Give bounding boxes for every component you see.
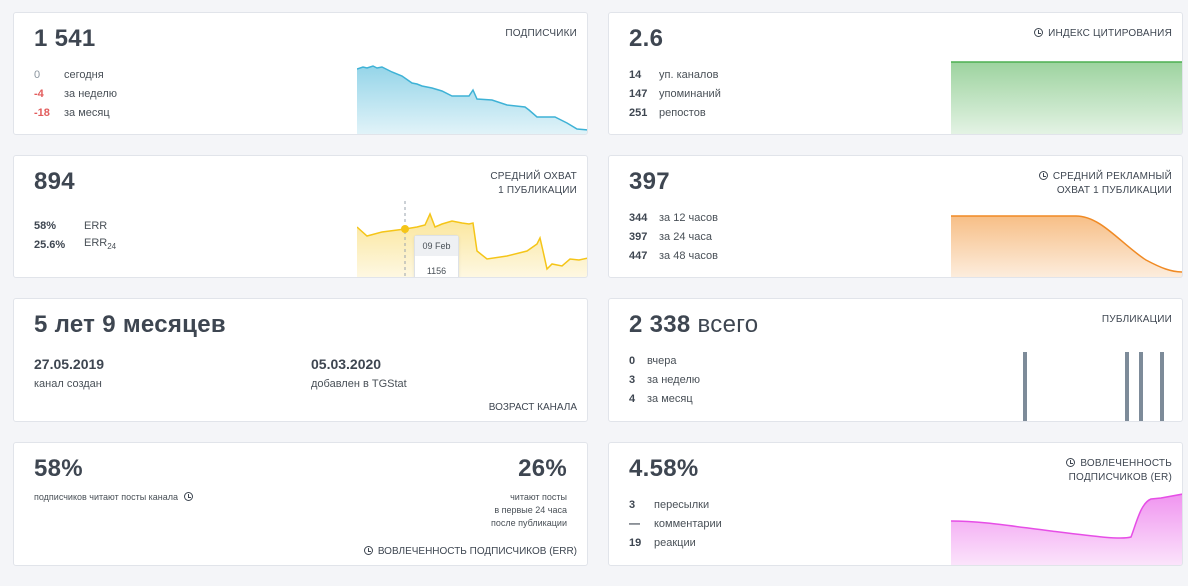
citation-label: ИНДЕКС ЦИТИРОВАНИЯ	[1034, 27, 1172, 41]
subscribers-count: 1 541	[34, 25, 96, 52]
citation-area	[951, 62, 1182, 134]
ad-reach-chart[interactable]	[951, 214, 1183, 278]
stat-err24: 25.6% ERR24	[34, 237, 117, 252]
er-stats: 3 пересылки — комментарии 19 реакции	[629, 495, 722, 552]
posts-card[interactable]: 2 338 всего ПУБЛИКАЦИИ 0 вчера 3 за неделю…	[608, 298, 1183, 422]
posts-bar	[1023, 352, 1027, 421]
reach-value: 894	[34, 168, 75, 195]
posts-bar	[1125, 352, 1129, 421]
tooltip-date: 09 Feb	[415, 236, 458, 256]
stat-12h: 344 за 12 часов	[629, 211, 718, 224]
added-date: 05.03.2020	[311, 356, 382, 372]
reach-label: СРЕДНИЙ ОХВАТ 1 ПУБЛИКАЦИИ	[490, 171, 577, 196]
citation-card[interactable]: 2.6 ИНДЕКС ЦИТИРОВАНИЯ 14 уп. каналов 147…	[608, 12, 1183, 135]
ad-reach-label: СРЕДНИЙ РЕКЛАМНЫЙ ОХВАТ 1 ПУБЛИКАЦИИ	[1038, 170, 1172, 198]
created-caption: канал создан	[34, 378, 102, 390]
er-area	[951, 494, 1182, 565]
reach-chart[interactable]	[357, 201, 588, 278]
stat-month: -18 за месяц	[34, 106, 110, 119]
err-label: ВОВЛЕЧЕННОСТЬ ПОДПИСЧИКОВ (ERR)	[363, 546, 577, 557]
ad-reach-stats: 344 за 12 часов 397 за 24 часа 447 за 48 ча…	[629, 208, 718, 265]
stat-reposts: 251 репостов	[629, 106, 706, 119]
subscribers-label: ПОДПИСЧИКИ	[505, 28, 577, 39]
subscribers-chart[interactable]	[357, 63, 588, 135]
clock-icon	[1034, 28, 1044, 37]
posts-count: 2 338 всего	[629, 311, 759, 338]
stat-48h: 447 за 48 часов	[629, 249, 718, 262]
subscribers-line	[357, 65, 587, 131]
stat-week: -4 за неделю	[34, 87, 118, 100]
err-left-value: 58%	[34, 455, 83, 482]
er-value: 4.58%	[629, 455, 699, 482]
posts-bar	[1160, 352, 1164, 421]
stat-forwards: 3 пересылки	[629, 498, 710, 511]
stat-reactions: 19 реакции	[629, 536, 696, 549]
stat-mentions: 147 упоминаний	[629, 87, 721, 100]
stat-yesterday: 0 вчера	[629, 354, 677, 367]
citation-index: 2.6	[629, 25, 664, 52]
chart-tooltip: 09 Feb 1156	[414, 235, 459, 277]
ad-reach-line	[951, 215, 1182, 273]
tooltip-value: 1156	[426, 266, 447, 276]
reach-line	[357, 212, 587, 271]
stat-comments: — комментарии	[629, 517, 722, 530]
stat-err: 58% ERR	[34, 219, 108, 232]
posts-chart[interactable]	[957, 349, 1182, 422]
clock-icon	[363, 546, 373, 555]
subscribers-card[interactable]: 1 541 ПОДПИСЧИКИ 0 сегодня -4 за неделю -1…	[13, 12, 588, 135]
er-chart[interactable]	[951, 491, 1183, 566]
citation-chart[interactable]	[951, 61, 1183, 135]
hover-point	[401, 225, 409, 233]
ad-reach-area	[951, 216, 1182, 277]
subscribers-stats: 0 сегодня -4 за неделю -18 за месяц	[34, 65, 117, 122]
er-line	[951, 493, 1182, 539]
age-card[interactable]: 5 лет 9 месяцев 27.05.2019 канал создан …	[13, 298, 588, 422]
er-card[interactable]: 4.58% ВОВЛЕЧЕННОСТЬ ПОДПИСЧИКОВ (ER) 3 пер…	[608, 442, 1183, 566]
reach-stats: 58% ERR 25.6% ERR24	[34, 216, 116, 254]
created-date: 27.05.2019	[34, 356, 105, 372]
stat-posts-month: 4 за месяц	[629, 392, 693, 405]
posts-label: ПУБЛИКАЦИИ	[1101, 314, 1172, 325]
err-right-caption: читают посты в первые 24 часа после публик…	[491, 492, 567, 528]
clock-icon	[1066, 458, 1076, 467]
ad-reach-card[interactable]: 397 СРЕДНИЙ РЕКЛАМНЫЙ ОХВАТ 1 ПУБЛИКАЦИИ …	[608, 155, 1183, 278]
age-value: 5 лет 9 месяцев	[34, 311, 226, 338]
subscribers-area	[357, 66, 587, 134]
info-icon[interactable]	[183, 492, 193, 501]
reach-card[interactable]: 894 СРЕДНИЙ ОХВАТ 1 ПУБЛИКАЦИИ 58% ERR 25.…	[13, 155, 588, 278]
age-label: ВОЗРАСТ КАНАЛА	[488, 402, 577, 413]
er-label: ВОВЛЕЧЕННОСТЬ ПОДПИСЧИКОВ (ER)	[1066, 457, 1172, 485]
err-right-value: 26%	[518, 455, 567, 482]
ad-reach-value: 397	[629, 168, 670, 195]
err-card[interactable]: 58% подписчиков читают посты канала 26% …	[13, 442, 588, 566]
posts-bar	[1139, 352, 1143, 421]
added-caption: добавлен в TGStat	[311, 378, 407, 390]
clock-icon	[1038, 171, 1048, 180]
stat-posts-week: 3 за неделю	[629, 373, 701, 386]
posts-stats: 0 вчера 3 за неделю 4 за месяц	[629, 351, 700, 408]
stat-today: 0 сегодня	[34, 68, 104, 81]
err-left-caption: подписчиков читают посты канала	[34, 491, 198, 504]
stat-channels: 14 уп. каналов	[629, 68, 719, 81]
stat-24h: 397 за 24 часа	[629, 230, 712, 243]
citation-stats: 14 уп. каналов 147 упоминаний 251 репостов	[629, 65, 721, 122]
